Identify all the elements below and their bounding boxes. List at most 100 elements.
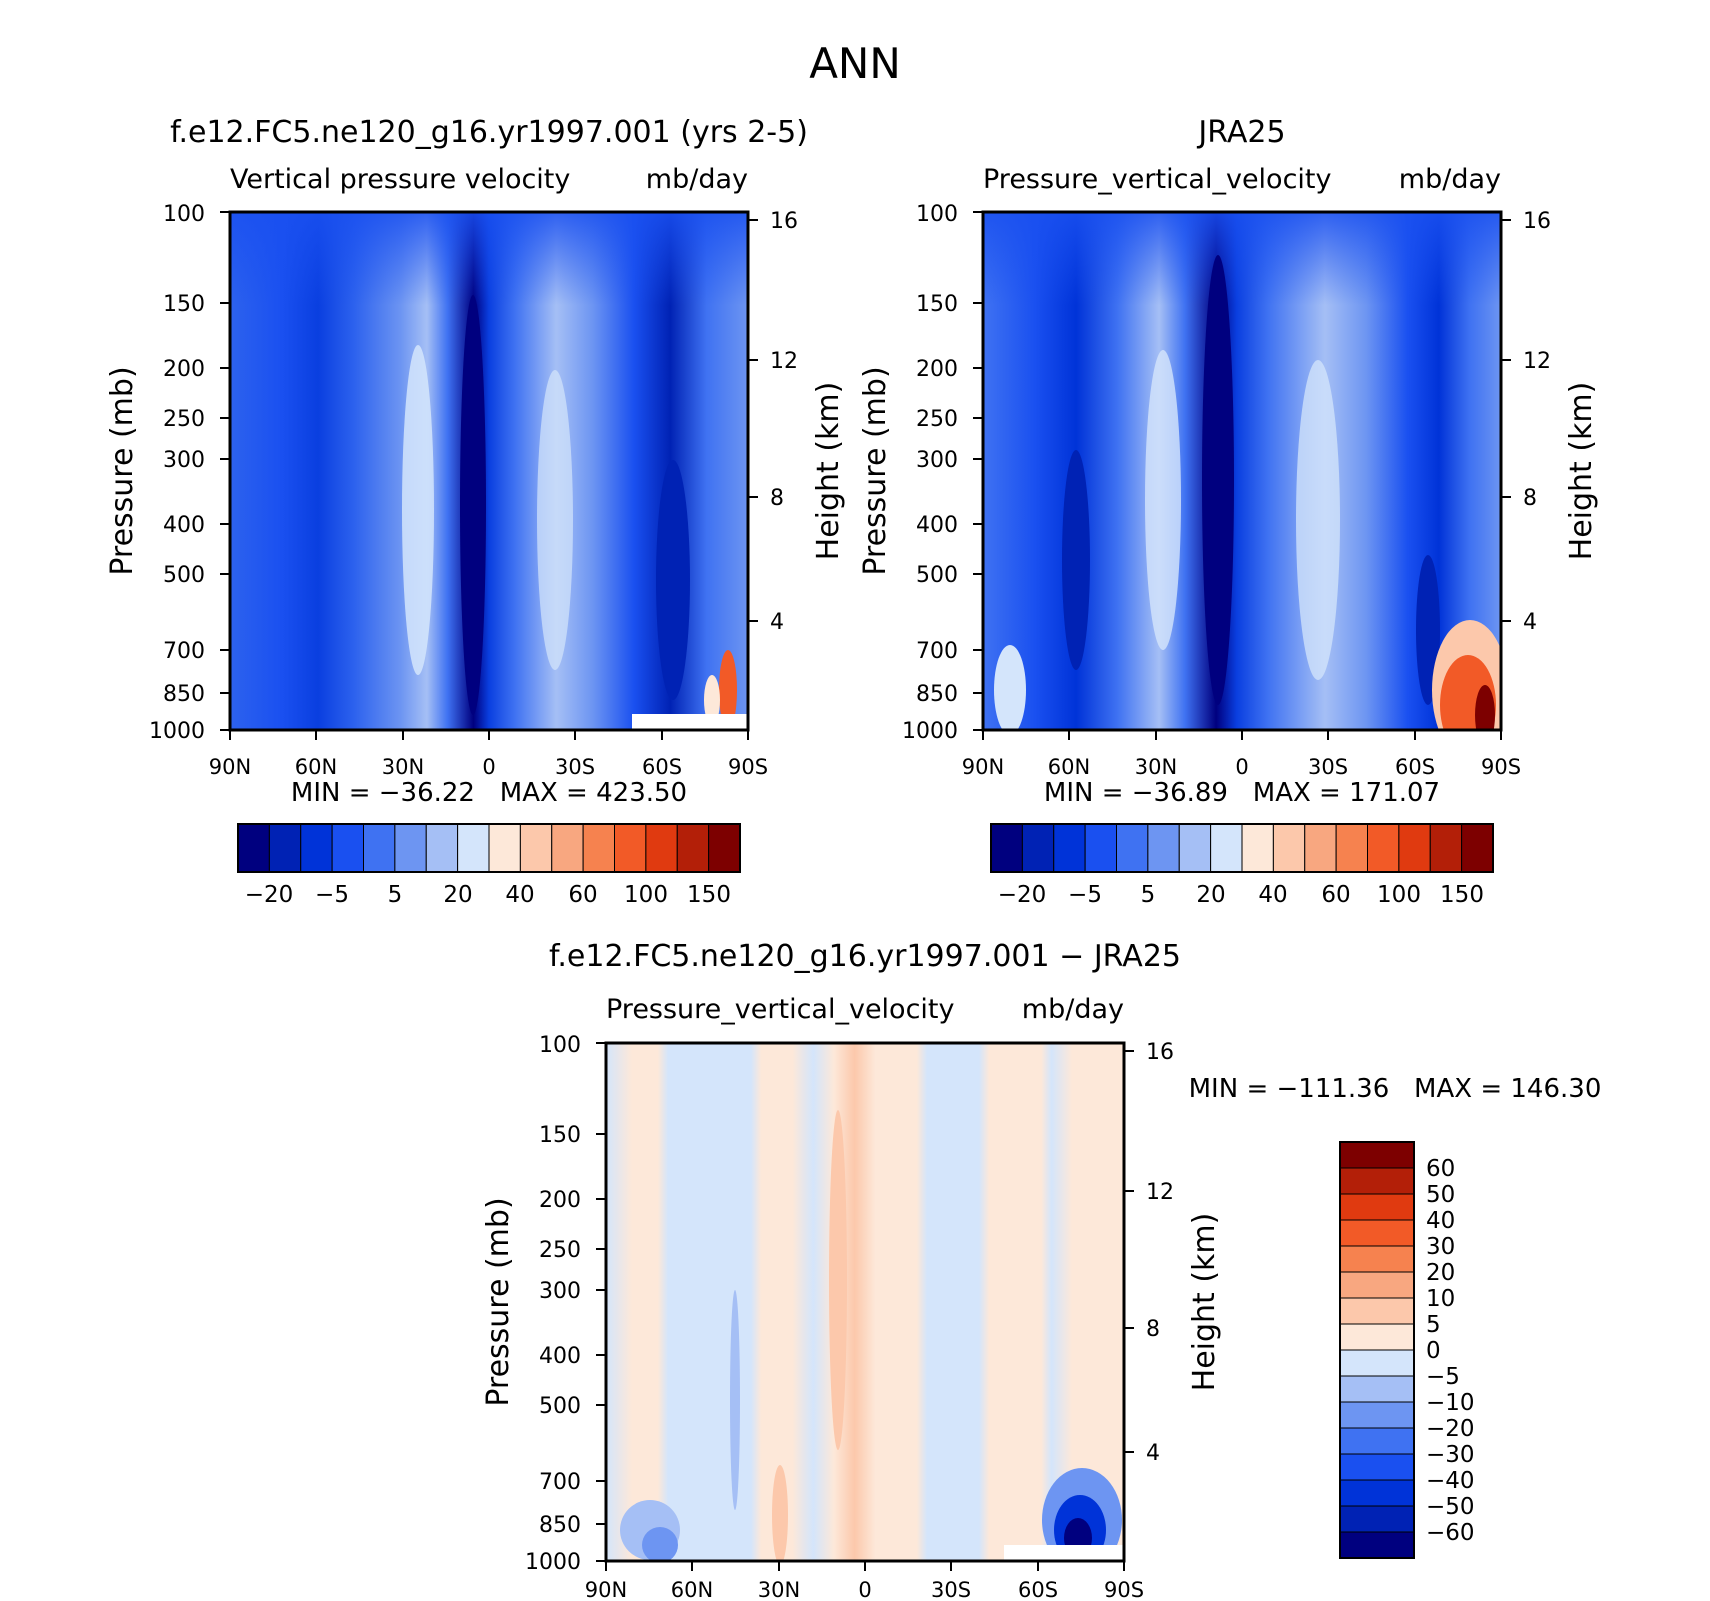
left-y-axis: 100 150 200 250 300 400 500 700 850 1000 [525,1033,606,1575]
colorbar-label: 40 [505,882,534,908]
x-tick-label: 90N [585,1578,627,1601]
x-tick-label: 30S [931,1578,971,1601]
colorbar-label: 150 [1440,882,1484,908]
colorbar-swatch [1339,1193,1415,1221]
colorbar-swatch [1178,823,1212,873]
y-tick-label: 1000 [902,719,958,744]
panel-units: mb/day [1399,164,1501,195]
y-tick-label: 300 [539,1279,581,1304]
field-positive-low [772,1465,788,1561]
colorbar-label: 30 [1426,1234,1455,1260]
y-tick-label: 250 [916,407,958,432]
colorbar-swatch [1339,1427,1415,1455]
y-tick-label: 700 [539,1470,581,1495]
y-tick-label: 500 [916,563,958,588]
field-missing-data [632,714,748,730]
contour-field [606,1043,1124,1561]
panel-difference: f.e12.FC5.ne120_g16.yr1997.001 − JRA25 P… [481,939,1601,1601]
field-subsidence-n [1145,350,1181,650]
y2-axis-label: Height (km) [1187,1213,1222,1392]
colorbar-label: 5 [1141,882,1156,908]
colorbar-horizontal: −20 −5 5 20 40 60 100 150 [237,823,741,908]
x-tick-label: 60N [1048,755,1090,779]
y-tick-label: 150 [916,292,958,317]
colorbar-swatch [551,823,584,873]
y-axis-label: Pressure (mb) [858,366,893,575]
y-tick-label: 300 [163,448,205,473]
y-tick-label: 850 [916,682,958,707]
panel-header: f.e12.FC5.ne120_g16.yr1997.001 (yrs 2-5) [170,115,808,150]
colorbar-swatch [331,823,364,873]
y-tick-label: 100 [539,1033,581,1058]
x-tick-label: 90S [728,755,768,779]
contour-field [983,212,1501,730]
x-tick-label: 90S [1104,1578,1144,1601]
colorbar-swatch [488,823,521,873]
min-max-stats: MIN = −36.22 MAX = 423.50 [291,778,687,808]
y-axis-label: Pressure (mb) [481,1197,516,1406]
x-axis: 90N 60N 30N 0 30S 60S 90S [209,730,768,779]
colorbar-swatch [1241,823,1274,873]
colorbar-swatch [1339,1375,1415,1403]
field-negative-low-core [642,1527,678,1561]
colorbar-swatch [1339,1401,1415,1429]
field-core-secondary [656,460,690,700]
y2-tick-label: 16 [770,209,798,234]
colorbar-swatch [1339,1297,1415,1325]
colorbar-swatch [1461,823,1494,873]
field-positive-pocket [719,650,737,730]
x-tick-label: 90N [209,755,251,779]
colorbar-swatch [708,823,741,873]
x-tick-label: 30S [1308,755,1348,779]
colorbar-swatch [1339,1505,1415,1533]
colorbar-label: 40 [1258,882,1287,908]
x-tick-label: 60S [1018,1578,1058,1601]
colorbar-swatch [363,823,396,873]
colorbar-swatch [676,823,710,873]
colorbar-swatch [645,823,678,873]
x-axis: 90N 60N 30N 0 30S 60S 90S [962,730,1521,779]
colorbar-vertical: 60 50 40 30 20 10 5 0 −5 −10 −20 −30 −40… [1339,1141,1475,1559]
x-axis: 90N 60N 30N 0 30S 60S 90S [585,1561,1144,1601]
field-missing-data [1004,1545,1124,1561]
colorbar-frame [237,823,741,873]
colorbar-label: 20 [1196,882,1225,908]
panel-title: Vertical pressure velocity [230,164,570,195]
colorbar-label: 40 [1426,1208,1455,1234]
y-tick-label: 850 [539,1513,581,1538]
colorbar-swatch [1339,1531,1415,1559]
colorbar-label: 60 [568,882,597,908]
colorbar-label: 60 [1426,1156,1455,1182]
colorbar-label: −20 [245,882,294,908]
y-tick-label: 700 [163,639,205,664]
x-tick-label: 0 [482,755,495,779]
min-max-stats: MIN = −36.89 MAX = 171.07 [1044,778,1440,808]
colorbar-label: −20 [1426,1416,1475,1442]
panel-units: mb/day [1022,994,1124,1025]
left-y-axis: 100 150 200 250 300 400 500 700 850 1000 [149,202,230,744]
y-tick-label: 400 [539,1344,581,1369]
panel-model: f.e12.FC5.ne120_g16.yr1997.001 (yrs 2-5)… [105,115,846,908]
y2-tick-label: 8 [770,486,784,511]
x-tick-label: 0 [858,1578,871,1601]
colorbar-label: 50 [1426,1182,1455,1208]
colorbar-label: −20 [998,882,1047,908]
colorbar-swatch [1367,823,1400,873]
y-tick-label: 150 [163,292,205,317]
colorbar-swatch [1339,1323,1415,1351]
colorbar-label: −60 [1426,1520,1475,1546]
colorbar-swatch [1339,1479,1415,1507]
y-tick-label: 850 [163,682,205,707]
x-tick-label: 60S [1395,755,1435,779]
y-tick-label: 1000 [149,719,205,744]
field-core-upward [1202,255,1234,705]
right-y-axis: 16 12 8 4 [1501,209,1551,635]
field-subsidence-s [537,370,573,670]
colorbar-swatch [1339,1349,1415,1377]
colorbar-swatch [1084,823,1117,873]
right-y-axis: 16 12 8 4 [748,209,798,635]
x-tick-label: 60N [295,755,337,779]
colorbar-swatch [1339,1271,1415,1299]
y-axis-label: Pressure (mb) [105,366,140,575]
